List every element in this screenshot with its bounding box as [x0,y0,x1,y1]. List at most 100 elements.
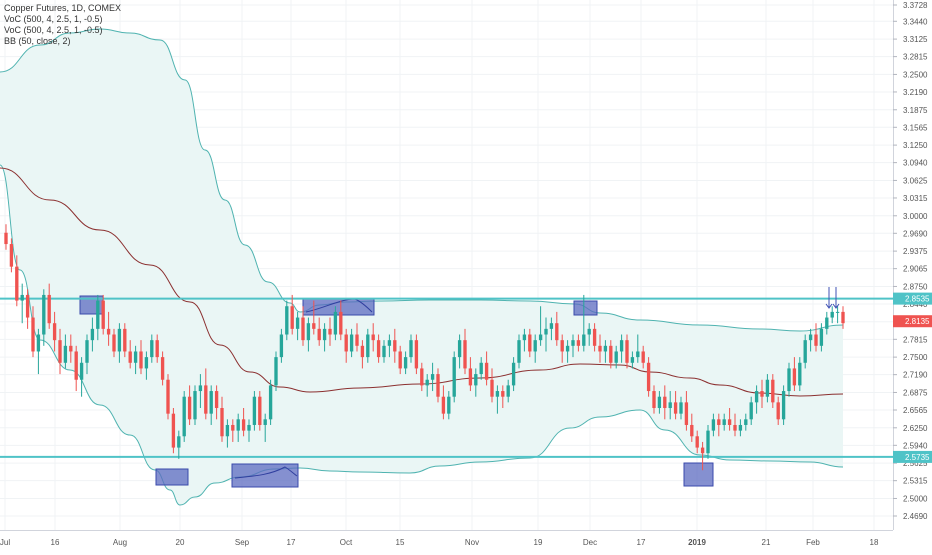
candle-body [9,244,14,267]
candle [317,317,321,346]
candle [544,317,548,352]
last-price-tag: 2.8135 [893,315,932,328]
candle [160,351,165,386]
price-tick-label: 3.1565 [903,123,928,132]
candle [447,391,451,420]
candle [727,408,732,431]
level-price-tag-bg [893,450,932,463]
candle-body [263,419,267,425]
candle-body [684,402,689,425]
candle-body [420,368,424,386]
candle-body [112,334,116,352]
candle-body [317,328,321,341]
candle-body [835,311,840,313]
candle [452,351,456,403]
legend-voc-1[interactable]: VoC (500, 4, 2.5, 1, -0.5) [4,14,103,24]
candle-body [74,351,78,380]
candle [733,413,737,437]
level-price-tag-label: 2.8535 [905,295,930,304]
candle-body [128,351,132,363]
legend-bb[interactable]: BB (50, close, 2) [4,36,71,46]
candle [614,345,618,369]
candle-body [776,402,780,420]
candle [214,385,219,420]
candle-body [468,368,473,386]
price-tick-label: 2.7190 [903,371,928,380]
price-tick-label: 2.9690 [903,229,928,238]
candle-body [841,311,845,324]
candle [150,334,154,363]
candle [792,357,797,392]
candle-body [452,357,456,397]
price-tick-label: 3.1875 [903,106,928,115]
candle-body [457,340,462,358]
price-tick-label: 2.9065 [903,265,928,274]
candle-body [771,379,775,403]
candle-body [225,424,230,437]
candle-body [555,323,559,341]
candle [85,334,89,375]
candle-body [690,424,694,437]
candle-body [349,334,354,352]
time-tick-label: 19 [534,538,543,547]
time-tick-label: Aug [113,538,127,547]
legend-voc-2[interactable]: VoC (500, 4, 2.5, 1, -0.5) [4,25,103,35]
candle-body [814,334,818,346]
candle [501,385,505,409]
candle-body [85,340,89,363]
candle [555,311,559,346]
candle [517,334,521,369]
candle [582,294,586,352]
candle [63,334,68,369]
candle-body [592,328,597,346]
candle-body [220,408,224,437]
candle [333,306,338,341]
candle [166,374,170,420]
candle-body [765,379,770,397]
candle-body [609,345,613,363]
candle-body [425,379,429,386]
candle [468,357,473,392]
candle [247,419,251,442]
candle-body [79,362,84,380]
candle-body [495,391,500,397]
candle-body [533,340,537,352]
candle-body [171,413,176,448]
candle-body [187,396,192,420]
candle [231,419,235,442]
candle-body [371,334,375,341]
candle [198,374,203,409]
candle [398,345,402,375]
candle-body [155,340,159,358]
candle [409,334,413,363]
candle-body [663,396,667,409]
candle [528,328,532,358]
candle-body [754,391,759,403]
time-tick-label: Nov [465,538,479,547]
candle-body [781,391,786,420]
candle [69,334,73,363]
candle [684,391,689,431]
candle [79,357,84,397]
candle [376,334,381,363]
level-price-tag-label: 2.5735 [905,453,930,462]
time-tick-label: 15 [396,538,405,547]
price-tick-label: 3.3125 [903,35,928,44]
candle-body [582,334,586,346]
chart-legend: Copper Futures, 1D, COMEX VoC (500, 4, 2… [4,3,121,47]
candle-body [409,340,413,358]
candle [204,368,208,420]
candle-body [798,362,802,386]
highlight-box [155,468,189,486]
candle [285,300,289,341]
level-price-tag: 2.5735 [893,450,932,463]
candle [15,255,19,307]
candle [749,396,753,425]
candle-body [360,345,365,358]
candle [155,334,159,363]
legend-symbol[interactable]: Copper Futures, 1D, COMEX [4,3,122,13]
candle [533,334,537,363]
candle [139,340,143,375]
candle [9,238,14,273]
